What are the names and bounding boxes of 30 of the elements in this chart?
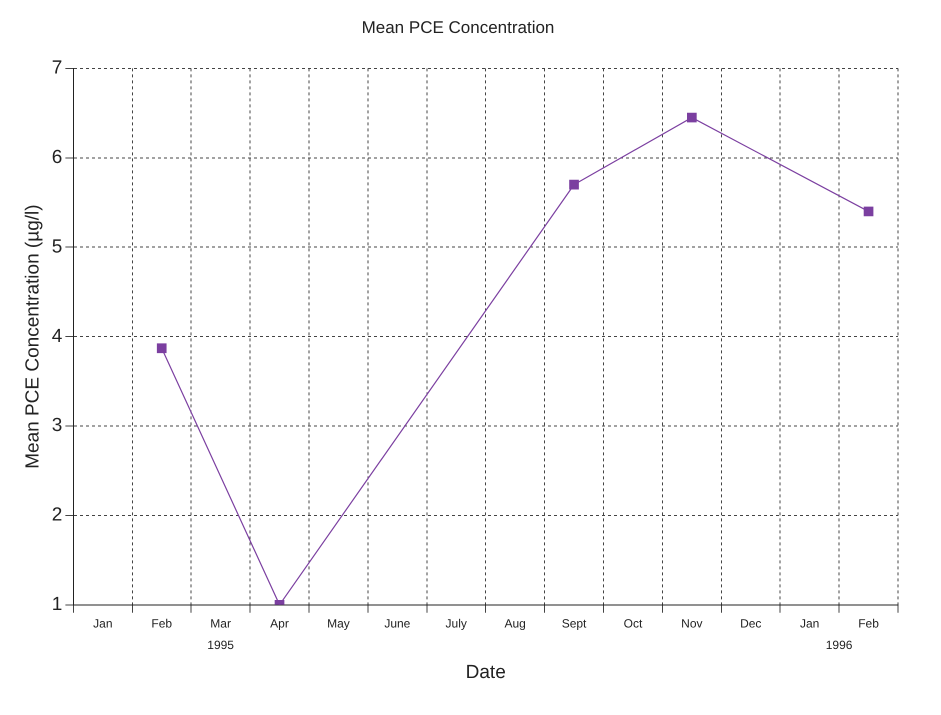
point <box>864 206 874 216</box>
x-tick-label: Feb <box>858 616 880 630</box>
x-tick-label: June <box>384 616 411 630</box>
text: 1996 <box>826 638 853 652</box>
x-tick-label: Apr <box>270 616 289 630</box>
x-tick-label: Jan <box>93 616 112 630</box>
x-tick-label: Aug <box>504 616 526 630</box>
x-axis-title: Date <box>466 662 506 683</box>
x-tick-label: Sept <box>562 616 588 630</box>
text: 1995 <box>207 638 234 652</box>
y-tick-label: 3 <box>52 415 62 436</box>
y-tick-label: 1 <box>52 594 62 616</box>
x-tick-label: Mar <box>210 616 231 630</box>
y-tick-label: 2 <box>52 504 62 526</box>
point <box>569 180 579 190</box>
y-tick-label: 7 <box>52 58 62 79</box>
x-tick-label: Oct <box>624 616 643 630</box>
x-tick-label: May <box>327 616 350 630</box>
x-tick-label: Dec <box>740 616 762 630</box>
chart-title: Mean PCE Concentration <box>362 18 554 37</box>
y-tick-label: 6 <box>52 147 62 168</box>
y-axis-title: Mean PCE Concentration (µg/l) <box>22 204 44 469</box>
point <box>687 112 697 122</box>
point <box>156 343 167 354</box>
x-tick-label: Jan <box>800 616 820 630</box>
x-tick-label: Feb <box>151 616 172 630</box>
x-tick-label: Nov <box>681 616 703 630</box>
y-tick-label: 4 <box>52 326 63 347</box>
x-tick-label: July <box>446 616 467 630</box>
y-tick-label: 5 <box>52 236 62 258</box>
